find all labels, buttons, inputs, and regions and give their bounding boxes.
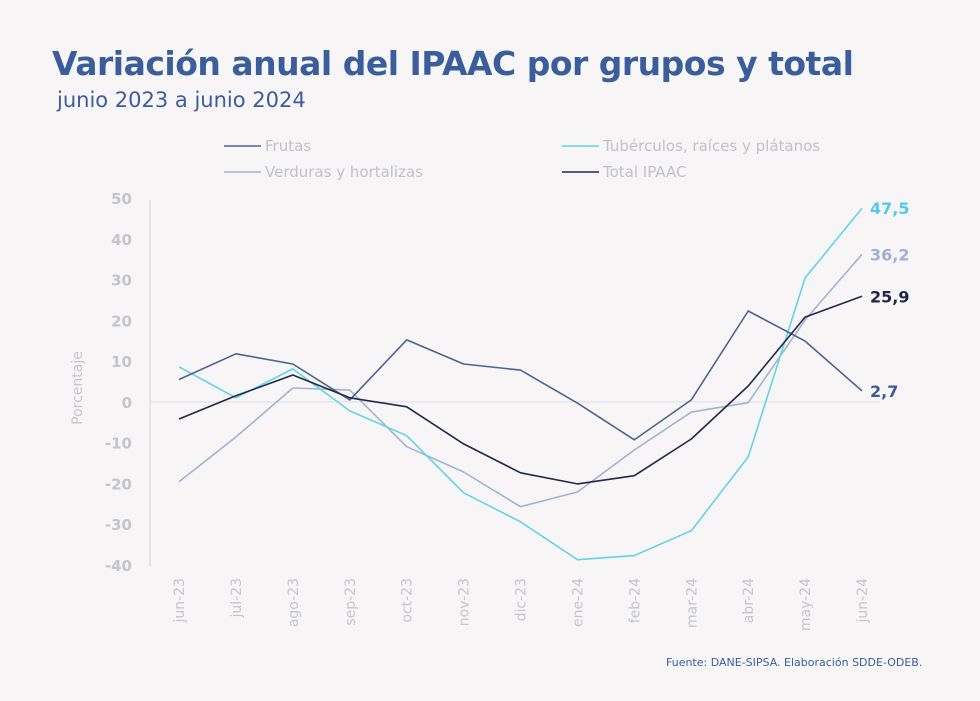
y-axis: 50 40 30 20 10 0 -10 -20 -30 -40 Porcentaje [70,190,880,575]
y-tick-label: -30 [105,516,132,534]
y-axis-title: Porcentaje [70,351,86,425]
series-line-frutas [178,310,863,441]
y-tick-label: -40 [105,557,132,575]
series-line-verduras-y-hortalizas [178,253,863,508]
legend-label: Frutas [265,137,311,155]
series-line-tub-rculos-ra-ces-y-pl-tanos [178,207,863,561]
x-tick-label: may-24 [798,578,814,631]
x-tick-label: oct-23 [400,578,416,623]
end-value-label: 2,7 [870,382,898,401]
chart-subtitle: junio 2023 a junio 2024 [57,88,306,112]
series-line-total-ipaac [178,295,863,485]
legend-item: Frutas [224,137,311,155]
x-tick-label: mar-24 [684,578,700,628]
x-tick-label: nov-23 [457,578,473,626]
y-tick-label: 40 [111,231,132,249]
x-tick-label: ene-24 [570,578,586,627]
x-tick-label: sep-23 [343,578,359,626]
y-tick-label: 50 [111,190,132,208]
end-value-label: 36,2 [870,245,909,264]
y-tick-label: 30 [111,272,132,290]
series-lines [178,207,863,561]
legend-label: Verduras y hortalizas [265,163,423,181]
end-value-label: 47,5 [870,199,909,218]
chart-title: Variación anual del IPAAC por grupos y t… [52,44,854,83]
x-tick-label: ago-23 [286,578,302,627]
legend-label: Total IPAAC [602,163,686,181]
x-tick-label: abr-24 [741,578,757,623]
y-tick-label: -20 [105,475,132,493]
x-axis: jun-23 jul-23 ago-23 sep-23 oct-23 nov-23 dic-… [172,578,871,631]
x-tick-label: jul-23 [229,578,245,619]
y-tick-label: 20 [111,312,132,330]
y-tick-label: 0 [122,394,132,412]
end-labels: 2,7 47,5 36,2 25,9 [870,199,909,401]
x-tick-label: jun-24 [855,578,871,624]
source-note: Fuente: DANE-SIPSA. Elaboración SDDE-ODE… [666,656,923,669]
legend: Frutas Tubérculos, raíces y plátanos Verdu… [224,137,820,181]
x-tick-label: dic-23 [514,578,530,621]
x-tick-label: feb-24 [627,578,643,623]
legend-label: Tubérculos, raíces y plátanos [602,137,820,155]
x-tick-label: jun-23 [172,578,188,624]
legend-item: Total IPAAC [562,163,686,181]
y-tick-label: -10 [105,435,132,453]
legend-item: Tubérculos, raíces y plátanos [562,137,820,155]
end-value-label: 25,9 [870,287,909,306]
y-tick-label: 10 [111,353,132,371]
legend-item: Verduras y hortalizas [224,163,423,181]
